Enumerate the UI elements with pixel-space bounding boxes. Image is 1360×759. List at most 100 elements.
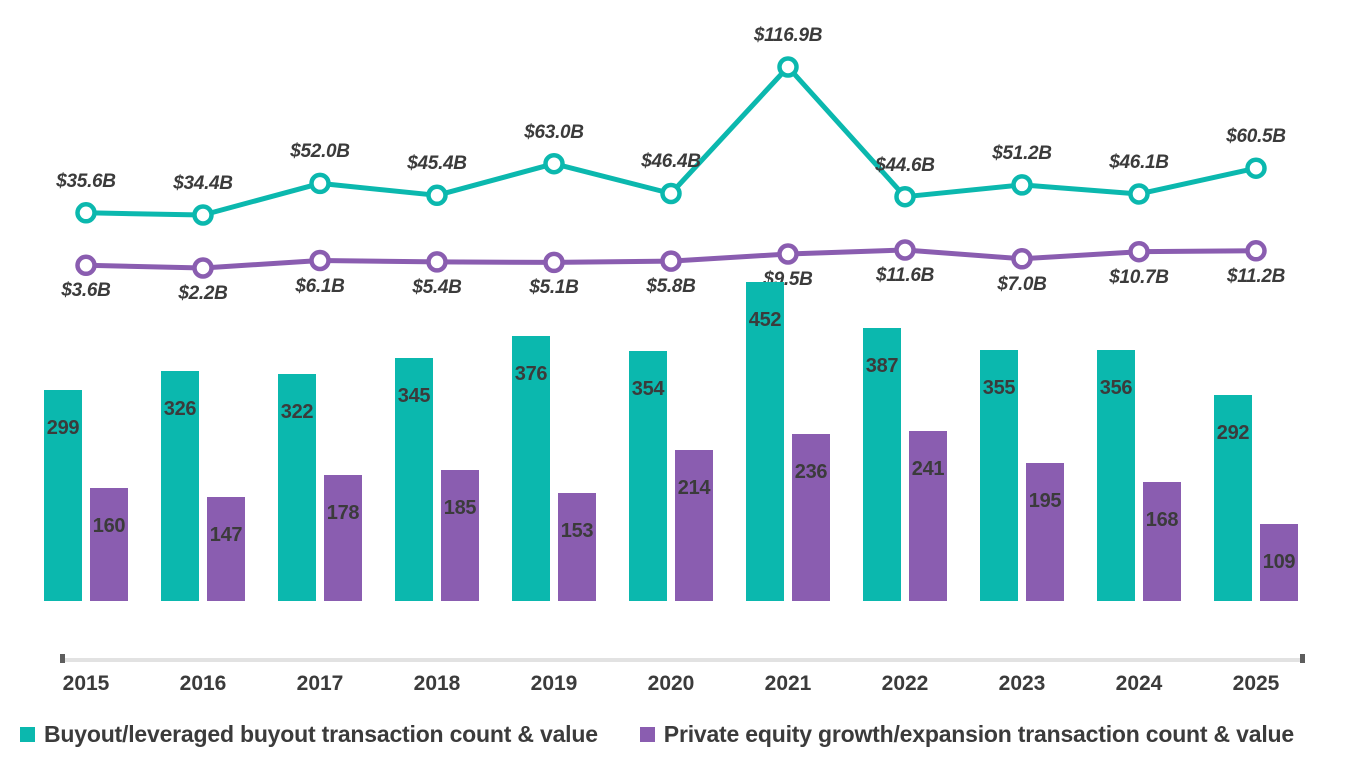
bar-growth-count [324, 475, 362, 601]
growth-value-label: $5.4B [412, 276, 462, 298]
growth-value-label: $11.2B [1226, 265, 1286, 287]
legend-label-growth: Private equity growth/expansion transact… [663, 720, 1294, 747]
x-axis-label-2021: 2021 [764, 672, 812, 695]
bar-buyout-count [1097, 349, 1135, 601]
bar-label-buyout-count: 345 [397, 384, 431, 407]
growth-value-marker [543, 251, 565, 274]
bar-label-growth-count: 147 [209, 524, 243, 547]
bar-label-buyout-count: 356 [1099, 376, 1133, 399]
growth-value-label: $3.6B [61, 280, 111, 302]
bar-label-growth-count: 214 [677, 476, 711, 499]
buyout-value-marker [777, 56, 799, 78]
bar-label-growth-count: 109 [1262, 551, 1296, 574]
legend-item-buyout[interactable]: Buyout/leveraged buyout transaction coun… [20, 721, 598, 748]
bar-chart-panel: 299 160 326 147 322 178 345 185 376 153 354 214 452 2… [44, 282, 1298, 601]
bar-growth-count [675, 449, 713, 601]
growth-value-label: $10.7B [1109, 266, 1169, 288]
growth-value-label: $2.2B [178, 283, 228, 304]
buyout-value-marker [1011, 174, 1033, 196]
chart-legend: Buyout/leveraged buyout transaction coun… [0, 712, 1360, 756]
bar-label-buyout-count: 354 [631, 378, 665, 401]
x-axis-label-2023: 2023 [998, 672, 1046, 695]
bar-growth-count [90, 488, 128, 601]
line-chart-panel: $35.6B $34.4B $52.0B $45.4B $63.0B $46.4B $116… [0, 0, 1360, 310]
x-axis-label-2022: 2022 [881, 672, 929, 695]
buyout-value-label: $52.0B [290, 141, 350, 163]
growth-value-marker [1128, 240, 1150, 263]
x-axis-tick-right [1300, 654, 1305, 663]
buyout-value-marker [309, 172, 331, 195]
growth-value-label: $11.6B [875, 265, 935, 286]
bar-buyout-count [161, 370, 199, 601]
bar-buyout-count [980, 350, 1018, 601]
buyout-value-marker [426, 184, 448, 207]
buyout-value-marker [660, 182, 682, 205]
growth-value-marker [894, 239, 916, 261]
bar-growth-count [909, 430, 947, 601]
x-axis-label-2024: 2024 [1115, 672, 1163, 695]
legend-swatch-icon-growth [639, 726, 655, 742]
bar-label-growth-count: 241 [911, 457, 945, 480]
legend-swatch-icon-buyout [20, 726, 35, 742]
buyout-value-label: $44.6B [875, 154, 935, 176]
x-axis-label-2025: 2025 [1232, 672, 1280, 695]
legend-item-growth[interactable]: Private equity growth/expansion transact… [639, 720, 1294, 748]
x-axis-label-2020: 2020 [647, 672, 695, 695]
growth-value-label: $5.1B [529, 277, 579, 299]
bar-label-growth-count: 160 [92, 515, 126, 538]
buyout-value-marker [192, 204, 214, 226]
growth-value-marker [1011, 248, 1033, 270]
line-chart-svg [75, 56, 1267, 279]
bar-label-buyout-count: 387 [865, 354, 899, 377]
x-axis-label-2016: 2016 [179, 672, 227, 695]
bar-buyout-count [629, 351, 667, 601]
bar-label-buyout-count: 292 [1216, 421, 1250, 444]
bar-label-buyout-count: 355 [982, 377, 1016, 400]
buyout-value-label: $63.0B [524, 121, 584, 143]
bar-label-growth-count: 195 [1028, 490, 1062, 513]
buyout-value-label: $45.4B [407, 153, 467, 175]
growth-value-label: $7.0B [997, 273, 1047, 295]
bar-buyout-count [395, 357, 433, 601]
buyout-value-marker [894, 185, 916, 208]
growth-value-marker [75, 254, 97, 277]
bar-buyout-count [863, 327, 901, 601]
bar-growth-count [1026, 463, 1064, 601]
bar-label-growth-count: 185 [443, 497, 477, 520]
bar-label-buyout-count: 322 [280, 400, 314, 423]
growth-value-marker [660, 250, 682, 272]
bar-label-growth-count: 178 [326, 502, 360, 525]
x-axis-label-2019: 2019 [530, 672, 578, 695]
buyout-value-marker [1245, 157, 1267, 179]
buyout-value-label: $46.1B [1109, 152, 1169, 173]
bar-growth-count [1260, 524, 1298, 601]
buyout-value-label: $35.6B [56, 170, 116, 192]
bar-label-buyout-count: 299 [46, 416, 80, 439]
bar-buyout-count [1214, 394, 1252, 601]
x-axis-line [60, 658, 1305, 662]
x-axis-label-2018: 2018 [413, 672, 461, 695]
buyout-value-label: $116.9B [753, 25, 823, 46]
bar-buyout-count [746, 282, 784, 601]
growth-value-label: $5.8B [646, 276, 696, 298]
growth-value-marker [192, 257, 214, 279]
bar-label-buyout-count: 326 [163, 397, 197, 420]
bar-growth-count [207, 497, 245, 601]
buyout-value-label: $46.4B [641, 151, 701, 173]
bar-growth-count [1143, 482, 1181, 601]
buyout-value-label: $34.4B [173, 173, 233, 194]
bar-growth-count [558, 493, 596, 601]
bar-buyout-count [278, 373, 316, 601]
legend-label-buyout: Buyout/leveraged buyout transaction coun… [44, 720, 598, 747]
growth-value-marker [309, 249, 331, 272]
bar-label-growth-count: 153 [560, 520, 594, 543]
x-axis-label-2017: 2017 [296, 672, 344, 695]
buyout-value-marker [543, 152, 565, 175]
buyout-value-marker [75, 202, 97, 224]
growth-value-label: $6.1B [295, 275, 345, 297]
bar-growth-count [441, 470, 479, 601]
x-axis-label-2015: 2015 [62, 672, 110, 695]
bar-buyout-count [44, 389, 82, 601]
bar-growth-count [792, 434, 830, 601]
